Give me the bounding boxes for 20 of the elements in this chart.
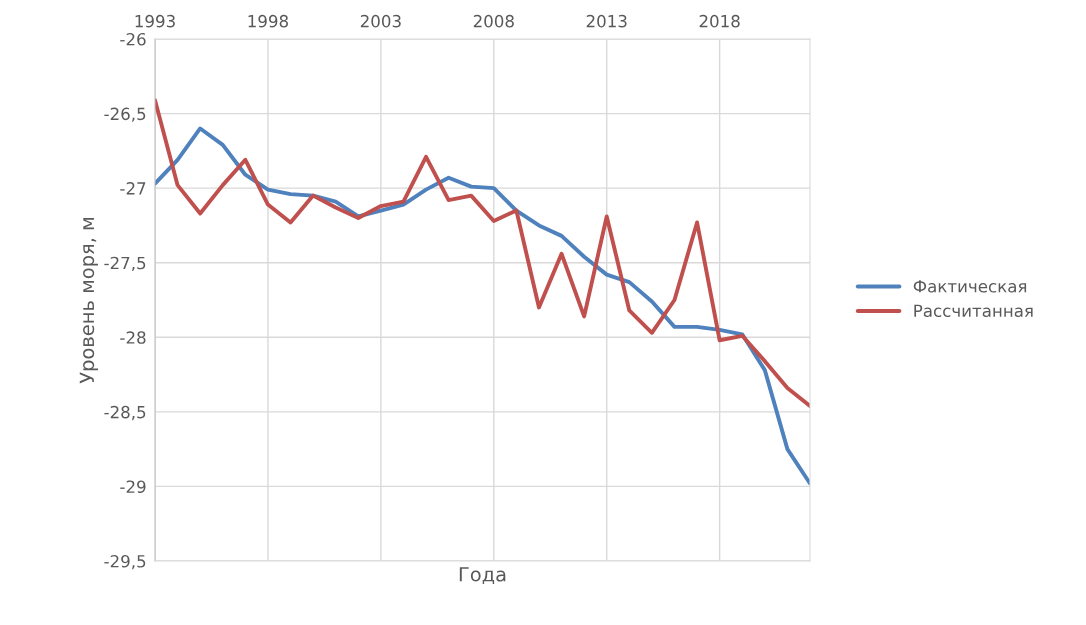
x-tick-label: 2018 xyxy=(699,14,740,28)
x-tick-label: 2013 xyxy=(586,14,627,28)
x-tick-label: 1998 xyxy=(248,14,288,28)
line-series xyxy=(155,98,810,408)
y-tick-label: -29 xyxy=(120,480,146,493)
line-series xyxy=(155,126,810,486)
y-axis-title: Уровень моря, м xyxy=(79,218,98,384)
y-tick-label: -28,5 xyxy=(104,405,146,421)
legend-label: Рассчитанная xyxy=(914,304,1033,318)
x-axis-title: Года xyxy=(459,567,506,585)
y-tick-label: -28 xyxy=(120,331,146,344)
y-tick-label: -29,5 xyxy=(104,554,146,570)
x-tick-label: 1993 xyxy=(135,14,175,28)
legend-label: Фактическая xyxy=(913,280,1027,293)
x-tick-label: 2008 xyxy=(473,14,514,28)
y-tick-label: -27 xyxy=(120,182,146,195)
y-tick-label: -26,5 xyxy=(104,107,146,122)
y-tick-label: -27,5 xyxy=(104,256,146,271)
x-tick-label: 2003 xyxy=(360,14,401,28)
y-tick-label: -26 xyxy=(120,32,146,46)
